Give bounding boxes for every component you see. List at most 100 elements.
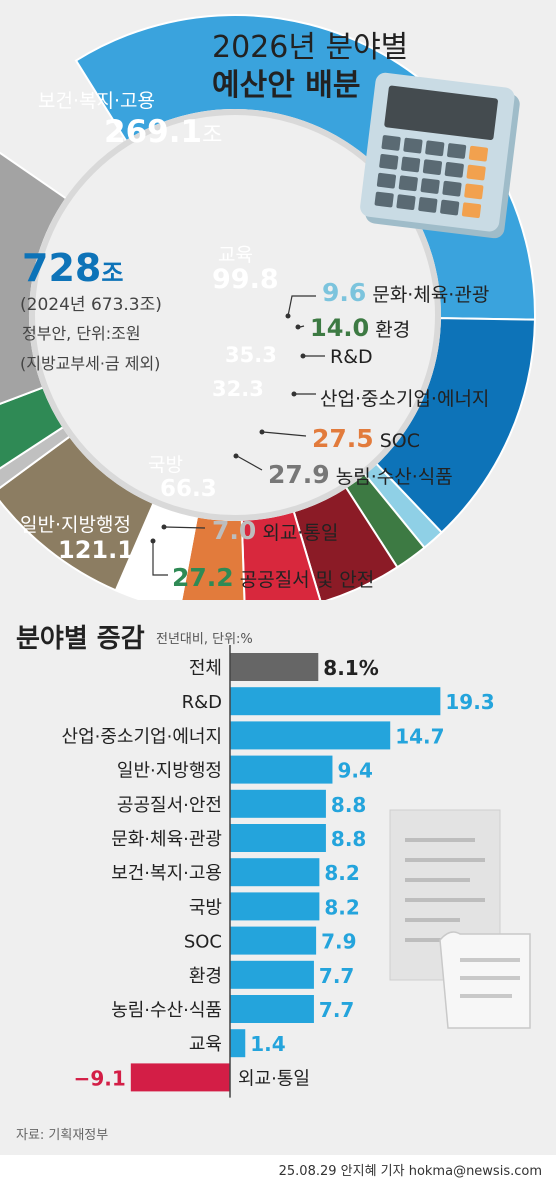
bar-2 xyxy=(230,721,391,750)
bar-value-label: 8.1% xyxy=(323,656,378,680)
bar-category-label: 농림·수산·식품 xyxy=(111,1000,222,1021)
calculator-key-11 xyxy=(398,175,418,192)
calculator-key-4 xyxy=(468,145,489,162)
leader-env xyxy=(299,325,305,328)
bar-value-label: 14.7 xyxy=(395,724,444,748)
bar-chart: 전체 8.1% R&D 19.3 산업·중소기업·에너지 14.7 일반·지방행정 9.4 공공… xyxy=(62,645,495,1098)
leader-culture-dot xyxy=(285,313,291,319)
leader-industry-dot xyxy=(291,391,297,397)
bar-category-label: 전체 xyxy=(189,658,222,679)
title-line2: 예산안 배분 xyxy=(212,68,361,103)
slice-label-rnd-name: R&D xyxy=(330,346,373,368)
bar-category-label: 산업·중소기업·에너지 xyxy=(62,726,222,747)
bar-value-label: 7.9 xyxy=(321,930,356,954)
slice-label-edu-value: 99.8 xyxy=(212,264,279,295)
total-note2: (지방교부세·금 제외) xyxy=(20,354,161,373)
leader-safety-dot xyxy=(150,538,156,544)
leader-soc-dot xyxy=(259,429,265,435)
bar-category-label: 환경 xyxy=(189,966,222,987)
bar-category-label: SOC xyxy=(184,932,222,953)
section2-unit: 전년대비, 단위:% xyxy=(156,632,253,647)
slice-label-soc: 27.5 SOC xyxy=(312,424,421,453)
bar-0 xyxy=(230,653,319,681)
bar-value-label: 8.8 xyxy=(331,827,366,851)
slice-label-agri: 27.9 농림·수산·식품 xyxy=(268,460,453,489)
footer xyxy=(0,1155,556,1179)
total-note1: 정부안, 단위:조원 xyxy=(22,324,141,343)
bar-category-label: 보건·복지·고용 xyxy=(111,863,222,884)
bar-5 xyxy=(230,824,326,852)
calculator-key-7 xyxy=(422,159,443,175)
bar-10 xyxy=(230,995,314,1023)
bar-value-label: 19.3 xyxy=(445,690,494,714)
leader-foreign-dot xyxy=(161,524,167,530)
calculator-key-0 xyxy=(381,135,401,151)
title-line1: 2026년 분야별 xyxy=(212,30,409,65)
calculator-key-10 xyxy=(376,172,397,189)
slice-label-general-number: 121.1 xyxy=(58,536,134,564)
calculator-icon xyxy=(360,72,520,239)
bar-1 xyxy=(230,687,441,716)
leader-rnd-dot xyxy=(300,353,306,359)
bar-12 xyxy=(130,1063,230,1092)
calculator-key-14 xyxy=(464,183,484,200)
bar-value-label: 8.8 xyxy=(331,793,366,817)
leader-soc xyxy=(262,431,307,437)
leader-env-dot xyxy=(295,324,301,330)
calculator-key-19 xyxy=(461,202,482,219)
calculator-key-1 xyxy=(403,137,423,154)
bar-value-label: 8.2 xyxy=(324,861,359,885)
slice-label-safety: 27.2 공공질서 및 안전 xyxy=(172,563,375,592)
slice-label-env: 14.0 환경 xyxy=(310,314,411,342)
bar-value-label: −9.1 xyxy=(74,1066,126,1090)
bar-value-label: 8.2 xyxy=(324,895,359,919)
total-prev: (2024년 673.3조) xyxy=(20,295,162,315)
slice-label-defense-value: 66.3 xyxy=(160,476,217,502)
leader-foreign xyxy=(164,526,206,529)
leader-culture xyxy=(287,295,316,317)
calculator-key-16 xyxy=(396,194,416,211)
bar-11 xyxy=(230,1029,246,1058)
calculator-key-2 xyxy=(425,140,445,157)
bar-3 xyxy=(230,755,333,784)
bar-category-label: 문화·체육·관광 xyxy=(111,829,222,850)
slice-label-industry-value: 32.3 xyxy=(212,377,264,401)
leader-safety xyxy=(152,541,168,576)
calculator-key-15 xyxy=(374,191,394,208)
calculator-key-9 xyxy=(466,164,486,181)
bar-value-label: 7.7 xyxy=(319,998,354,1022)
calculator-key-17 xyxy=(418,197,438,213)
bar-category-label: 공공질서·안전 xyxy=(117,795,222,816)
credit-line: 25.08.29 안지혜 기자 hokma@newsis.com xyxy=(278,1164,542,1179)
leader-agri-dot xyxy=(233,453,239,459)
calculator-key-3 xyxy=(447,143,467,159)
leader-agri xyxy=(236,455,263,471)
bar-7 xyxy=(230,892,320,921)
slice-label-general-value: 121.1 xyxy=(18,536,134,564)
calculator-key-18 xyxy=(440,199,460,216)
calculator-key-5 xyxy=(379,153,399,170)
slice-label-industry-name: 산업·중소기업·에너지 xyxy=(320,388,490,410)
receipt-icon xyxy=(389,809,531,1029)
bar-category-label: 국방 xyxy=(189,897,222,918)
slice-label-health-name: 보건·복지·고용 xyxy=(38,90,155,112)
slice-label-rnd-value: 35.3 xyxy=(225,343,277,367)
calculator-key-13 xyxy=(442,180,462,197)
bar-value-label: 7.7 xyxy=(319,964,354,988)
bar-value-label: 1.4 xyxy=(250,1032,285,1056)
bar-4 xyxy=(230,789,326,818)
total-value: 728조 xyxy=(22,246,124,290)
bar-category-label: 교육 xyxy=(189,1034,222,1055)
infographic-card: 2026년 분야별 예산안 배분 728조 (2024년 673.3조) 정부안… xyxy=(0,0,556,1155)
slice-label-defense-name: 국방 xyxy=(148,454,183,476)
slice-label-foreign: 7.0 외교·통일 xyxy=(212,516,339,545)
slice-label-general-name: 일반·지방행정 xyxy=(20,514,131,536)
donut-inner-shadow xyxy=(29,109,441,521)
calculator-key-12 xyxy=(420,178,440,194)
slice-label-edu-name: 교육 xyxy=(218,244,253,266)
slice-label-culture: 9.6 문화·체육·관광 xyxy=(322,278,490,307)
calculator-key-6 xyxy=(401,156,421,173)
calculator-key-8 xyxy=(444,162,464,178)
source-note: 자료: 기획재정부 xyxy=(16,1128,109,1143)
bar-6 xyxy=(230,858,320,887)
